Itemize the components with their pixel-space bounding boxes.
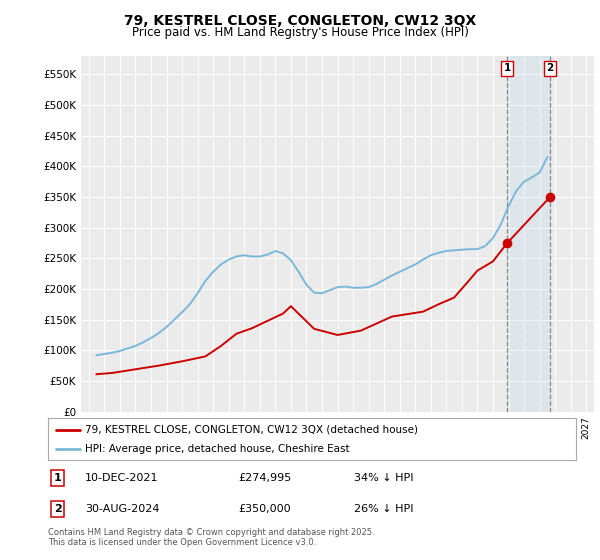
Text: HPI: Average price, detached house, Cheshire East: HPI: Average price, detached house, Ches… — [85, 444, 350, 454]
Text: 26% ↓ HPI: 26% ↓ HPI — [354, 504, 414, 514]
Text: 79, KESTREL CLOSE, CONGLETON, CW12 3QX: 79, KESTREL CLOSE, CONGLETON, CW12 3QX — [124, 14, 476, 28]
Text: 2: 2 — [547, 63, 554, 73]
Text: Price paid vs. HM Land Registry's House Price Index (HPI): Price paid vs. HM Land Registry's House … — [131, 26, 469, 39]
Text: £350,000: £350,000 — [238, 504, 291, 514]
Text: 1: 1 — [503, 63, 511, 73]
Text: 1: 1 — [53, 473, 61, 483]
Text: 34% ↓ HPI: 34% ↓ HPI — [354, 473, 414, 483]
Bar — [507, 56, 550, 412]
Text: 2: 2 — [53, 504, 61, 514]
Text: 30-AUG-2024: 30-AUG-2024 — [85, 504, 160, 514]
Text: 10-DEC-2021: 10-DEC-2021 — [85, 473, 158, 483]
Bar — [507, 56, 550, 412]
Text: £274,995: £274,995 — [238, 473, 292, 483]
Text: Contains HM Land Registry data © Crown copyright and database right 2025.
This d: Contains HM Land Registry data © Crown c… — [48, 528, 374, 547]
Text: 79, KESTREL CLOSE, CONGLETON, CW12 3QX (detached house): 79, KESTREL CLOSE, CONGLETON, CW12 3QX (… — [85, 424, 418, 435]
